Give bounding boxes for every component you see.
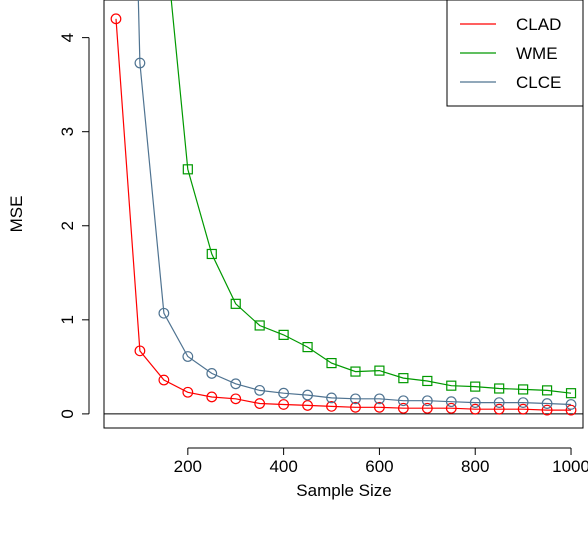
data-point-wme <box>494 383 505 394</box>
data-point-clce <box>302 389 313 401</box>
data-point-wme <box>398 373 409 384</box>
data-point-clce <box>397 395 409 407</box>
data-point-wme <box>326 357 337 369</box>
data-point-wme <box>350 366 361 377</box>
data-point-clad <box>230 393 242 405</box>
data-point-clad <box>565 404 577 416</box>
series-line-clad <box>115 18 571 411</box>
data-point-clad <box>182 386 194 398</box>
data-point-wme <box>422 375 433 387</box>
data-point-clad <box>350 401 361 413</box>
data-point-wme <box>565 388 577 399</box>
series-layer <box>110 0 577 416</box>
data-point-wme <box>206 248 217 260</box>
data-point-clce <box>158 307 170 319</box>
x-tick-label: 800 <box>461 457 489 476</box>
data-point-clce <box>541 398 553 409</box>
data-point-clad <box>134 345 146 357</box>
data-point-clad <box>302 400 313 411</box>
data-point-clce <box>182 351 194 362</box>
data-point-clad <box>326 400 337 412</box>
data-point-clad <box>397 402 409 414</box>
data-point-wme <box>470 381 481 392</box>
data-point-clce <box>326 392 337 404</box>
y-tick-label: 4 <box>58 33 77 42</box>
data-point-wme <box>374 365 385 376</box>
data-point-clad <box>541 404 553 416</box>
y-axis: 0 1 2 3 4 <box>58 33 90 419</box>
data-point-clad <box>493 403 505 415</box>
data-point-clad <box>445 402 457 414</box>
data-point-clce <box>565 399 577 410</box>
data-point-clce <box>350 393 361 405</box>
data-point-clad <box>206 391 218 403</box>
y-axis-label: MSE <box>7 196 26 233</box>
data-point-clad <box>469 403 481 415</box>
data-point-clce <box>445 396 457 408</box>
data-point-clad <box>110 13 122 25</box>
y-tick-label: 2 <box>58 221 77 230</box>
data-point-wme <box>446 380 457 391</box>
data-point-clce <box>206 368 218 379</box>
plot-frame <box>103 0 584 429</box>
x-tick-label: 1000 <box>552 457 588 476</box>
data-point-wme <box>182 164 193 175</box>
data-point-wme <box>230 298 241 309</box>
legend: CLAD WME CLCE <box>446 0 584 107</box>
x-axis-label: Sample Size <box>296 481 391 500</box>
data-point-clce <box>254 384 266 396</box>
series-wme <box>170 0 577 399</box>
data-point-clce <box>134 57 146 69</box>
x-tick-label: 400 <box>269 457 297 476</box>
data-point-wme <box>518 384 529 395</box>
data-point-clce <box>493 397 505 409</box>
legend-label-clad: CLAD <box>516 15 561 34</box>
data-point-clce <box>278 387 290 399</box>
data-point-clad <box>254 398 266 409</box>
series-clce <box>134 0 577 410</box>
data-point-clad <box>278 399 290 410</box>
data-point-clad <box>374 401 385 413</box>
legend-label-wme: WME <box>516 44 558 63</box>
y-tick-label: 1 <box>58 315 77 324</box>
x-tick-label: 600 <box>365 457 393 476</box>
data-point-clad <box>158 374 170 386</box>
data-point-wme <box>278 329 289 340</box>
data-point-clce <box>469 397 481 409</box>
y-tick-label: 3 <box>58 127 77 136</box>
y-tick-label: 0 <box>58 409 77 418</box>
data-point-clad <box>517 403 529 415</box>
data-point-clce <box>421 395 433 407</box>
data-point-clce <box>517 397 529 409</box>
data-point-wme <box>541 385 553 396</box>
data-point-wme <box>254 320 265 331</box>
data-point-clad <box>421 402 433 414</box>
data-point-wme <box>302 342 313 353</box>
legend-label-clce: CLCE <box>516 73 561 92</box>
data-point-clce <box>374 393 385 405</box>
x-axis: 200 400 600 800 1000 <box>174 447 588 476</box>
x-tick-label: 200 <box>174 457 202 476</box>
series-clad <box>110 13 577 416</box>
data-point-clce <box>230 378 242 390</box>
